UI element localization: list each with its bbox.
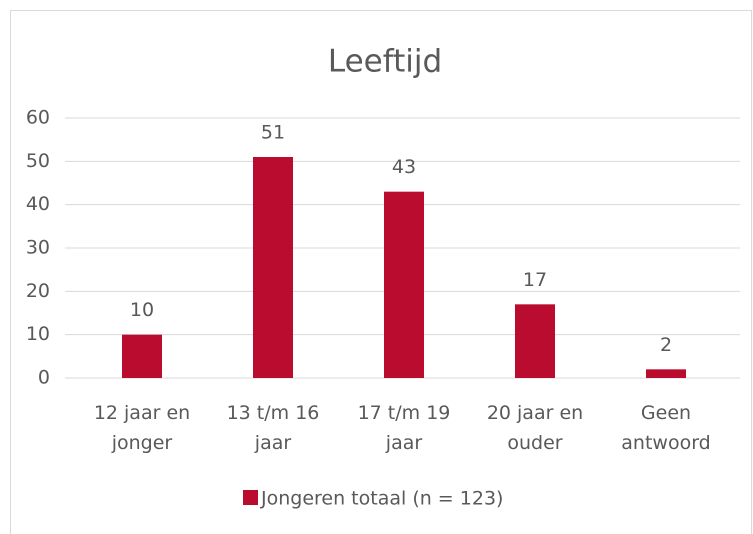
y-tick-label: 30 [26,237,50,259]
x-tick-label: 20 jaar en ouder [486,402,584,454]
data-label: 43 [392,156,416,178]
x-tick-label: 17 t/m 19 jaar [357,402,451,454]
y-tick-label: 60 [26,107,50,129]
bar [646,369,686,378]
chart-border [10,10,752,534]
legend-label: Jongeren totaal (n = 123) [260,488,503,510]
chart-title: Leeftijd [328,44,442,80]
x-tick-label: 13 t/m 16 jaar [226,402,320,454]
bar [253,157,293,378]
bar [122,334,162,378]
data-label: 17 [523,269,547,291]
y-tick-label: 10 [26,323,50,345]
y-tick-label: 0 [38,367,50,389]
y-tick-label: 50 [26,150,50,172]
y-tick-label: 20 [26,280,50,302]
data-label: 51 [261,122,285,144]
x-tick-label: Geen antwoord [621,402,711,454]
bar [515,304,555,378]
x-tick-label: 12 jaar en jonger [93,402,191,454]
data-label: 2 [660,334,672,356]
bar [384,191,424,378]
data-label: 10 [130,299,154,321]
legend-swatch [243,490,258,505]
y-tick-label: 40 [26,193,50,215]
